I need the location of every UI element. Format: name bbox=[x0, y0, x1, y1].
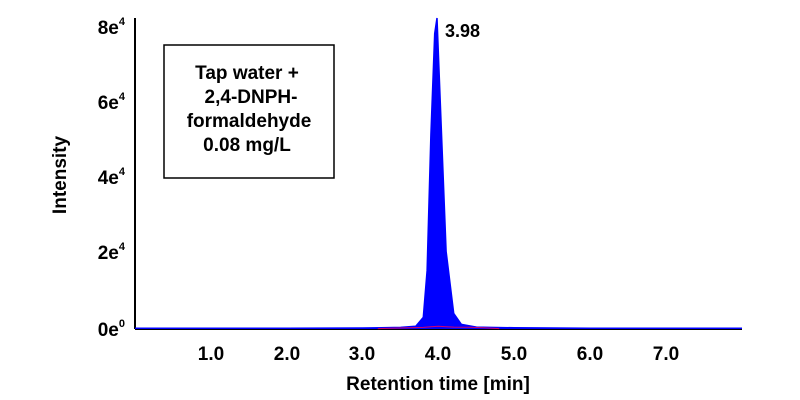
y-tick-label: 2e4 bbox=[98, 241, 126, 264]
y-tick-label: 0e0 bbox=[98, 318, 125, 341]
y-tick-label: 8e4 bbox=[98, 16, 126, 39]
annotation-line: Tap water + bbox=[195, 63, 299, 84]
series-area-0 bbox=[135, 18, 742, 329]
series-layer bbox=[135, 17, 742, 330]
x-tick-label: 2.0 bbox=[274, 344, 300, 365]
x-tick-label: 5.0 bbox=[501, 344, 527, 365]
x-axis-title: Retention time [min] bbox=[346, 374, 530, 395]
x-tick-label: 7.0 bbox=[653, 344, 679, 365]
annotation-box bbox=[163, 44, 335, 179]
series-line-1 bbox=[377, 325, 500, 330]
x-tick-label: 1.0 bbox=[198, 344, 224, 365]
annotation-line: 2,4-DNPH- bbox=[205, 87, 298, 108]
annotation-line: formaldehyde bbox=[187, 111, 312, 132]
y-tick-label: 4e4 bbox=[98, 166, 126, 189]
x-tick-label: 3.0 bbox=[349, 344, 375, 365]
annotation-line: 0.08 mg/L bbox=[203, 135, 291, 156]
x-tick-label: 6.0 bbox=[577, 344, 603, 365]
y-tick-label: 6e4 bbox=[98, 91, 126, 114]
x-tick-label: 4.0 bbox=[425, 344, 451, 365]
y-axis-title: Intensity bbox=[50, 136, 71, 215]
peak-label: 3.98 bbox=[445, 21, 480, 41]
series-line-0 bbox=[135, 17, 742, 329]
